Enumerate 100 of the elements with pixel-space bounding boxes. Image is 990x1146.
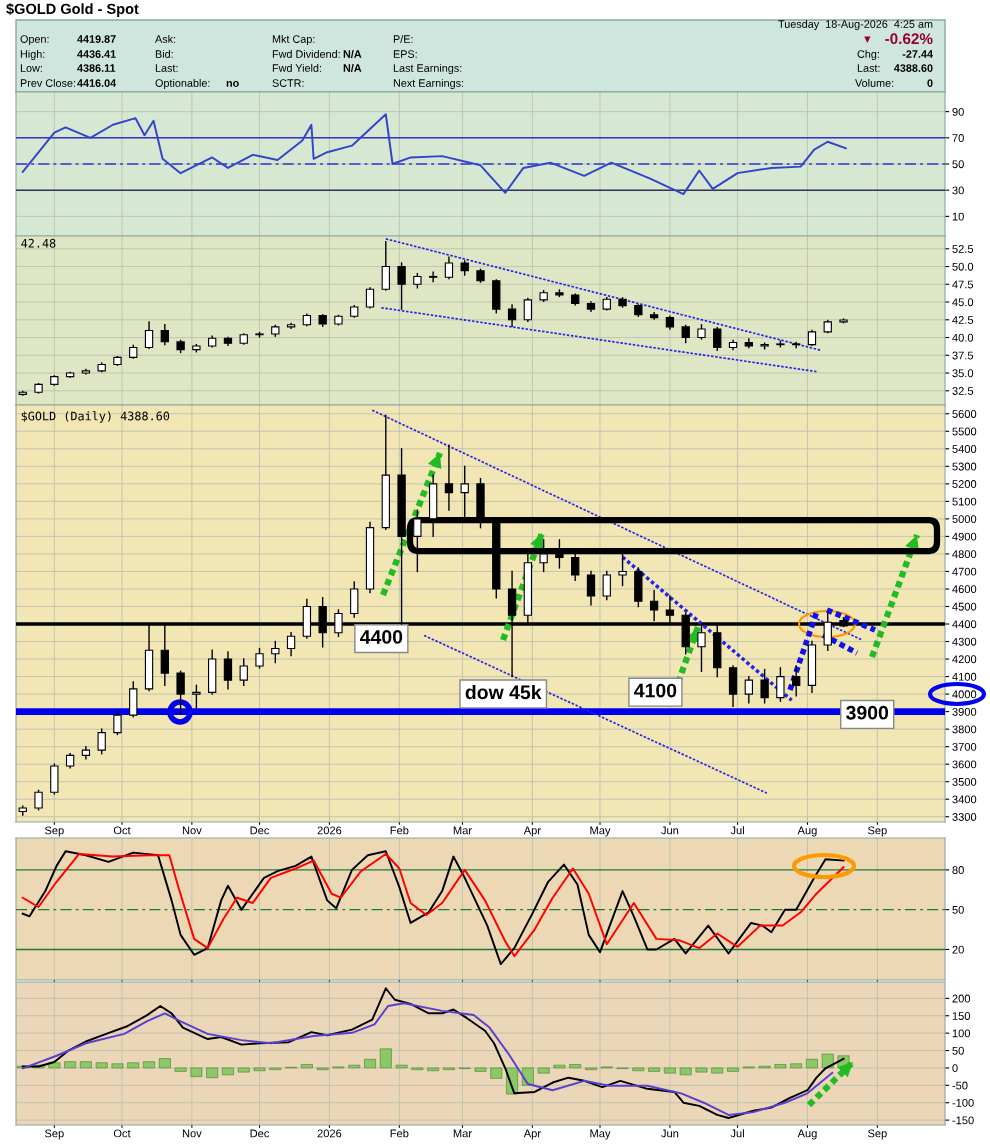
text: Open: bbox=[20, 35, 49, 46]
text: 4386.11 bbox=[77, 64, 116, 72]
y-tick-label: 5300 bbox=[952, 462, 977, 471]
y-tick-label: 90 bbox=[952, 107, 964, 116]
text: EPS: bbox=[393, 50, 417, 58]
y-tick-label: 5500 bbox=[952, 427, 977, 436]
y-tick-label: 4200 bbox=[952, 655, 977, 664]
y-tick-label: 32.5 bbox=[952, 387, 974, 395]
y-tick-label: 100 bbox=[952, 1029, 971, 1038]
y-tick-label: 5100 bbox=[952, 497, 977, 506]
y-tick-label: 200 bbox=[952, 994, 971, 1003]
y-tick-label: 5200 bbox=[952, 480, 977, 488]
y-tick-label: 5400 bbox=[952, 445, 977, 453]
y-tick-label: 10 bbox=[952, 212, 964, 221]
ref-line-label: 3900 bbox=[846, 705, 889, 720]
text: 4436.41 bbox=[77, 50, 116, 58]
x-tick-label: Nov bbox=[182, 826, 202, 835]
y-tick-label: 40.0 bbox=[952, 333, 974, 342]
chart-title: 42.48 bbox=[21, 238, 56, 248]
y-tick-label: 70 bbox=[952, 134, 964, 142]
ref-line-label: 4400 bbox=[360, 630, 403, 644]
y-tick-label: 3300 bbox=[952, 813, 977, 821]
x-tick-label: Jul bbox=[730, 1129, 744, 1138]
y-tick-label: 3900 bbox=[952, 707, 977, 716]
y-tick-label: 47.5 bbox=[952, 280, 974, 289]
x-tick-label: 2026 bbox=[317, 826, 342, 835]
text: 0 bbox=[927, 79, 933, 87]
text: N/A bbox=[343, 49, 362, 59]
y-tick-label: 4500 bbox=[952, 602, 977, 611]
text: Optionable: bbox=[155, 78, 210, 90]
text: Mkt Cap: bbox=[272, 34, 315, 46]
x-tick-label: Jun bbox=[661, 1129, 679, 1138]
x-tick-label: Sep bbox=[44, 826, 64, 837]
x-tick-label: Aug bbox=[797, 826, 817, 837]
x-tick-label: Oct bbox=[113, 826, 131, 835]
x-tick-label: Aug bbox=[797, 1129, 817, 1140]
x-tick-label: Feb bbox=[390, 826, 409, 835]
y-tick-label: 30 bbox=[952, 186, 964, 195]
text: Ask: bbox=[155, 34, 176, 43]
text: Low: bbox=[20, 64, 42, 72]
y-tick-label: 20 bbox=[952, 945, 964, 954]
x-tick-label: Jul bbox=[730, 826, 744, 835]
text: SCTR: bbox=[272, 79, 304, 87]
y-tick-label: 3800 bbox=[952, 725, 977, 734]
y-tick-label: 37.5 bbox=[952, 351, 974, 360]
text: Tuesday 18-Aug-2026 4:25 am bbox=[778, 19, 933, 31]
text: $GOLD Gold - Spot bbox=[6, 3, 139, 17]
text: 4416.04 bbox=[77, 79, 117, 87]
text: no bbox=[226, 80, 239, 87]
y-tick-label: 52.5 bbox=[952, 245, 974, 253]
text: Chg: bbox=[857, 49, 879, 61]
text: Last: bbox=[857, 64, 880, 72]
y-tick-label: 4900 bbox=[952, 532, 977, 541]
x-tick-label: Sep bbox=[44, 1129, 64, 1140]
y-tick-label: 4300 bbox=[952, 637, 977, 646]
x-tick-label: Feb bbox=[390, 1129, 409, 1138]
text: Fwd Dividend: bbox=[272, 49, 340, 58]
y-tick-label: -50 bbox=[952, 1081, 968, 1090]
y-tick-label: 3600 bbox=[952, 760, 977, 769]
text: 4388.60 bbox=[894, 64, 933, 72]
y-tick-label: 4000 bbox=[952, 690, 977, 699]
text: Next Earnings: bbox=[393, 78, 464, 90]
y-tick-label: 4400 bbox=[952, 620, 977, 629]
x-tick-label: Mar bbox=[453, 826, 472, 835]
y-tick-label: 45.0 bbox=[952, 298, 974, 307]
x-tick-label: May bbox=[590, 826, 611, 837]
text: ▼ bbox=[864, 36, 871, 43]
y-tick-label: 35.0 bbox=[952, 369, 974, 378]
text: N/A bbox=[343, 63, 362, 73]
x-tick-label: Jun bbox=[661, 826, 679, 835]
y-tick-label: 3400 bbox=[952, 795, 977, 804]
y-tick-label: 50.0 bbox=[952, 262, 974, 271]
y-tick-label: -100 bbox=[952, 1099, 974, 1107]
text: P/E: bbox=[393, 34, 413, 43]
y-tick-label: 42.5 bbox=[952, 316, 974, 324]
y-tick-label: 5600 bbox=[952, 410, 977, 418]
x-tick-label: Dec bbox=[250, 1129, 270, 1138]
y-tick-label: -150 bbox=[952, 1116, 974, 1125]
y-tick-label: 50 bbox=[952, 905, 964, 914]
y-tick-label: 4700 bbox=[952, 567, 977, 576]
y-tick-label: 50 bbox=[952, 160, 964, 169]
y-tick-label: 5000 bbox=[952, 515, 977, 524]
text: 4419.87 bbox=[77, 35, 116, 43]
y-tick-label: 3700 bbox=[952, 742, 977, 751]
text: $GOLD (Daily) 4388.60 bbox=[21, 411, 170, 423]
x-tick-label: Sep bbox=[867, 826, 887, 837]
y-tick-label: 4100 bbox=[952, 672, 977, 681]
text: Last: bbox=[155, 64, 178, 72]
text: Prev Close: bbox=[20, 78, 75, 87]
x-tick-label: Sep bbox=[867, 1129, 887, 1140]
y-tick-label: 4800 bbox=[952, 550, 977, 559]
x-tick-label: Apr bbox=[523, 1129, 541, 1140]
x-tick-label: 2026 bbox=[317, 1129, 342, 1138]
x-tick-label: May bbox=[590, 1129, 611, 1140]
x-tick-label: Dec bbox=[250, 826, 270, 835]
y-tick-label: 50 bbox=[952, 1046, 964, 1055]
annotation: dow 45k bbox=[465, 684, 542, 700]
y-tick-label: 4600 bbox=[952, 585, 977, 594]
y-tick-label: 80 bbox=[952, 866, 964, 874]
x-tick-label: Oct bbox=[113, 1129, 131, 1138]
